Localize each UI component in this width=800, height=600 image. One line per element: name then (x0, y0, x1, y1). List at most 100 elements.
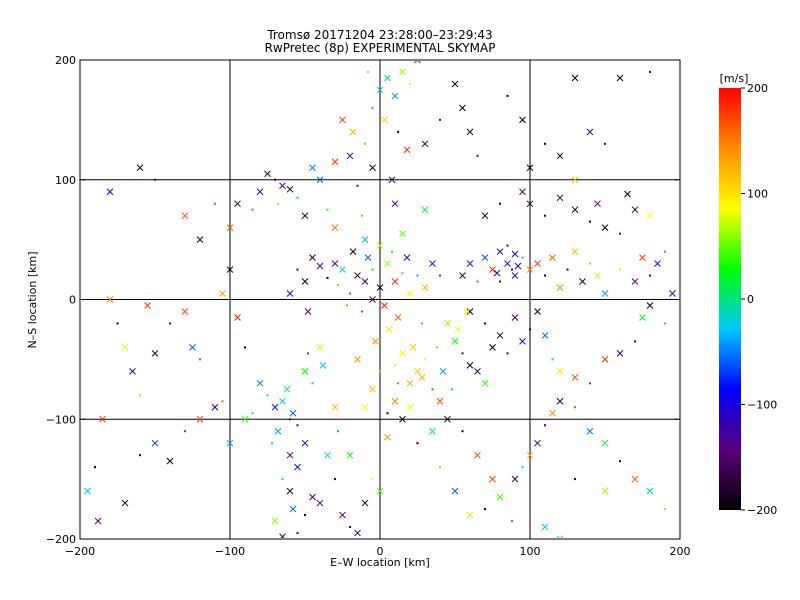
data-point-dot (94, 466, 96, 469)
data-point-x (144, 302, 151, 309)
data-point-x (511, 272, 519, 279)
data-point-x (444, 320, 451, 327)
scatter-points (84, 61, 676, 538)
data-point-x (264, 170, 271, 178)
data-point-x (601, 224, 609, 232)
data-point-x (646, 302, 654, 309)
x-tick-label: −200 (65, 545, 95, 558)
data-point-x (459, 272, 466, 279)
data-point-dot (476, 280, 479, 283)
data-point-x (631, 475, 639, 483)
data-point-dot (139, 394, 141, 397)
data-point-x (654, 260, 661, 267)
data-point-x (556, 397, 564, 405)
data-point-dot (326, 208, 329, 211)
data-point-x (316, 499, 324, 507)
data-point-x (534, 439, 541, 447)
data-point-dot (589, 220, 591, 223)
data-point-x (309, 493, 316, 501)
data-point-dot (361, 310, 363, 313)
data-point-x (369, 164, 376, 172)
data-point-x (256, 188, 264, 196)
y-tick-label: −100 (46, 413, 76, 426)
data-point-x (481, 212, 489, 220)
data-point-dot (506, 94, 509, 97)
data-point-x (384, 433, 391, 441)
data-point-x (361, 278, 369, 285)
data-point-x (556, 367, 564, 375)
data-point-x (493, 269, 501, 277)
data-point-x (549, 409, 556, 417)
data-point-x (304, 308, 312, 315)
y-tick-label: −200 (46, 533, 76, 546)
data-point-dot (349, 526, 351, 529)
data-point-x (421, 284, 429, 291)
data-point-x (289, 505, 297, 513)
data-point-dot (589, 262, 591, 265)
data-point-x (391, 397, 399, 405)
data-point-x (474, 451, 481, 459)
data-point-x (151, 439, 159, 447)
data-point-x (639, 314, 646, 321)
data-point-x (556, 194, 564, 202)
data-point-x (556, 152, 564, 160)
data-point-dot (544, 424, 546, 427)
data-point-dot (199, 358, 201, 361)
data-point-x (414, 61, 421, 64)
data-point-x (466, 511, 474, 519)
data-point-dot (271, 442, 273, 445)
colorbar-tick-label: 0 (747, 293, 754, 306)
data-point-dot (337, 284, 339, 287)
data-point-x (226, 266, 234, 273)
data-point-dot (289, 418, 291, 421)
data-point-x (601, 290, 609, 297)
data-point-x (511, 250, 519, 258)
data-point-dot (649, 274, 651, 277)
data-point-x (526, 451, 534, 459)
data-point-x (403, 254, 411, 261)
data-point-x (421, 206, 429, 214)
data-point-x (429, 260, 436, 267)
data-point-x (331, 224, 339, 232)
data-point-x (388, 176, 396, 184)
data-point-x (324, 451, 331, 459)
data-point-dot (484, 508, 486, 511)
data-point-x (271, 403, 279, 411)
data-point-dot (424, 358, 426, 361)
data-point-x (361, 499, 369, 507)
data-point-dot (416, 274, 419, 277)
data-point-dot (506, 244, 509, 247)
data-point-dot (346, 304, 348, 307)
data-point-x (421, 140, 429, 148)
data-point-x (181, 212, 189, 220)
data-point-x (384, 260, 391, 267)
data-point-dot (244, 346, 246, 349)
data-point-x (279, 397, 286, 405)
data-point-dot (394, 364, 396, 367)
colorbar-tick-label: 200 (747, 82, 768, 95)
data-point-dot (116, 322, 119, 325)
data-point-x (381, 302, 388, 309)
data-point-dot (499, 202, 501, 205)
data-point-dot (604, 142, 606, 145)
data-point-x (586, 128, 594, 136)
data-point-dot (154, 178, 156, 181)
data-point-x (489, 266, 496, 273)
colorbar-tick-label: −100 (747, 399, 777, 412)
data-point-x (594, 200, 601, 208)
data-point-dot (619, 268, 621, 271)
data-point-x (409, 344, 417, 351)
data-point-x (444, 415, 451, 423)
data-point-dot (664, 322, 666, 325)
data-point-dot (436, 346, 438, 349)
data-point-dot (251, 412, 254, 415)
data-point-x (631, 278, 639, 285)
x-tick-label: 100 (520, 545, 541, 558)
data-point-dot (461, 430, 464, 433)
data-point-x (301, 367, 309, 375)
data-point-x (466, 260, 474, 267)
data-point-dot (139, 454, 141, 457)
data-point-x (406, 379, 414, 387)
data-point-dot (391, 250, 393, 253)
